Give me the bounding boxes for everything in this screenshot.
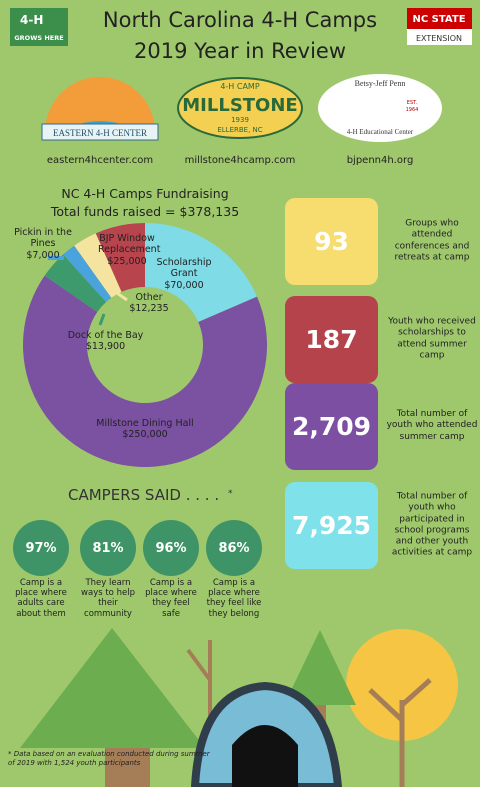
value-label: $250,000 xyxy=(122,429,168,441)
slice-label: BJP Window Replacement $25,000 xyxy=(98,233,160,267)
badge-text: 4-H xyxy=(20,13,43,27)
survey-percent: 97% xyxy=(13,520,69,576)
millstone-bottom: ELLERBE, NC xyxy=(217,126,262,134)
donut-slice xyxy=(44,254,107,313)
stat-label: Total number of youth who attended summe… xyxy=(386,409,478,442)
title: North Carolina 4-H Camps xyxy=(103,8,377,32)
millstone-top: 4-H CAMP xyxy=(220,82,259,91)
chart-title: NC 4-H Camps Fundraising xyxy=(61,186,228,201)
category: Scholarship Grant xyxy=(156,257,212,280)
stat-box: 93 xyxy=(285,198,378,285)
stat-label: Total number of youth who participated i… xyxy=(391,491,473,558)
donut xyxy=(22,223,267,468)
stat-label: Groups who attended conferences and retr… xyxy=(394,218,470,263)
survey-text: Camp is a place where they feel safe xyxy=(145,578,197,619)
sun-tree xyxy=(346,629,458,741)
value-label: $13,900 xyxy=(85,341,126,353)
slice-label: Scholarship Grant $70,000 xyxy=(150,257,218,291)
trunk xyxy=(105,748,150,787)
donut-slice xyxy=(145,223,258,323)
donut-slice xyxy=(22,275,267,468)
category: Dock of the Bay xyxy=(67,330,144,341)
value-label: $25,000 xyxy=(107,255,147,267)
camp-url: bjpenn4h.org xyxy=(347,155,414,166)
category: Other xyxy=(135,292,163,303)
bjp-sub: 4-H Educational Center xyxy=(347,128,414,136)
eastern-logo xyxy=(45,77,155,132)
stat-box: 2,709 xyxy=(285,383,378,470)
footnote: * Data based on an evaluation conducted … xyxy=(8,750,210,768)
millstone-name: MILLSTONE xyxy=(182,95,297,116)
slice-label: Pickin in the Pines $7,000 xyxy=(2,227,84,261)
camp-url: eastern4hcenter.com xyxy=(47,155,153,166)
value-label: $70,000 xyxy=(164,279,204,291)
donut-slice xyxy=(63,245,112,302)
eastern-box xyxy=(41,123,159,141)
survey-mark: * xyxy=(228,489,233,499)
stat-box: 7,925 xyxy=(285,482,378,569)
category: Pickin in the Pines xyxy=(14,227,72,250)
survey-percent: 96% xyxy=(143,520,199,576)
value-label: $7,000 xyxy=(26,249,60,261)
donut-slice xyxy=(74,233,122,298)
branches xyxy=(368,678,432,787)
value-label: $12,235 xyxy=(129,303,169,315)
arrow xyxy=(116,291,128,302)
ncstate-text: NC STATE xyxy=(412,14,465,25)
extension-box xyxy=(407,29,472,45)
bjp-logo xyxy=(318,74,442,142)
bjp-name: Betsy-Jeff Penn xyxy=(355,79,406,88)
badge-text: GROWS HERE xyxy=(14,34,63,42)
millstone-logo xyxy=(177,77,303,139)
eastern-name: EASTERN 4-H CENTER xyxy=(53,128,147,138)
small-tree xyxy=(284,630,356,705)
donut-slice xyxy=(95,223,145,292)
survey-text: Camp is a place where adults care about … xyxy=(15,578,67,619)
chart-subtitle: Total funds raised = $378,135 xyxy=(50,204,239,219)
arrow xyxy=(98,313,106,326)
camp-url: millstone4hcamp.com xyxy=(185,155,296,166)
survey-title: CAMPERS SAID . . . . xyxy=(68,486,219,504)
extension-text: EXTENSION xyxy=(416,34,462,43)
stat-box: 187 xyxy=(285,296,378,383)
bjp-est: EST. xyxy=(407,100,418,106)
millstone-year: 1939 xyxy=(231,116,249,124)
category: Millstone Dining Hall xyxy=(96,418,194,429)
ncstate-box xyxy=(407,8,472,29)
survey-percent: 86% xyxy=(206,520,262,576)
slice-label: Dock of the Bay $13,900 xyxy=(58,330,153,353)
survey-text: Camp is a place where they feel like the… xyxy=(206,578,262,619)
slice-label: Other $12,235 xyxy=(118,292,180,315)
badge-4h xyxy=(10,8,68,46)
big-tree xyxy=(20,628,205,748)
category: BJP Window Replacement xyxy=(98,233,161,256)
survey-percent: 81% xyxy=(80,520,136,576)
survey-text: They learn ways to help their community xyxy=(81,578,135,619)
stat-label: Youth who received scholarships to atten… xyxy=(388,316,476,361)
bjp-year: 1964 xyxy=(406,107,419,113)
title: 2019 Year in Review xyxy=(134,39,346,63)
tent-door xyxy=(232,725,298,787)
slice-label: Millstone Dining Hall $250,000 xyxy=(70,418,220,441)
